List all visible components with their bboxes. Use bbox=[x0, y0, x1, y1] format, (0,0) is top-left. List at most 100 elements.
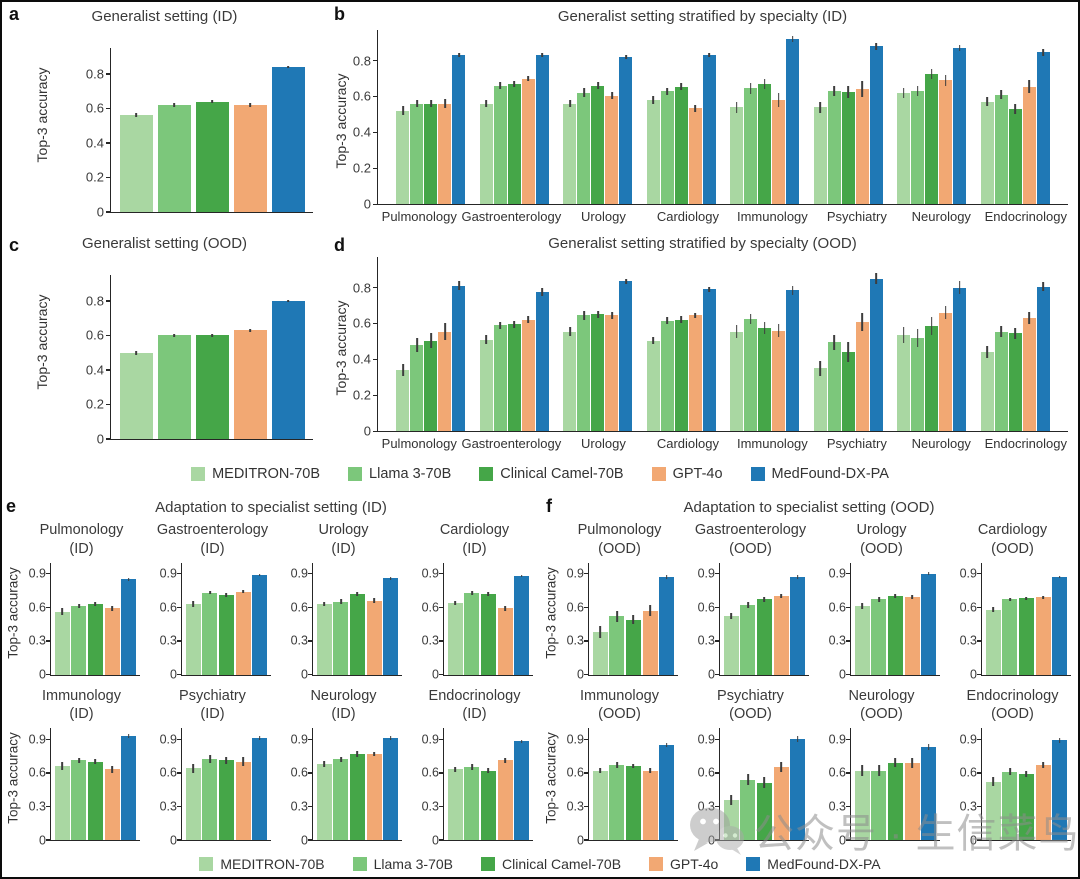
y-tick-label: 0.6 bbox=[566, 765, 584, 780]
error-bar bbox=[599, 767, 602, 774]
bar-slot bbox=[904, 728, 921, 840]
bar-medfound-dx-pa bbox=[452, 55, 466, 205]
bar-slot bbox=[911, 30, 925, 205]
x-tick-label-urology: Urology bbox=[581, 208, 626, 224]
y-tick-mark bbox=[177, 606, 182, 608]
error-bar bbox=[763, 777, 766, 789]
y-tick-label: 0.9 bbox=[697, 566, 715, 581]
y-tick-mark bbox=[584, 606, 589, 608]
y-tick-mark bbox=[584, 738, 589, 740]
error-bar bbox=[735, 325, 738, 338]
y-tick-label: 0.6 bbox=[290, 765, 308, 780]
bar-llama-3-70b bbox=[493, 85, 507, 205]
bar-llama-3-70b bbox=[202, 759, 218, 840]
bar-llama-3-70b bbox=[609, 616, 625, 675]
panel-e-title: Adaptation to specialist setting (ID) bbox=[155, 499, 387, 516]
y-tick-label: 0.8 bbox=[352, 280, 371, 296]
bar-slot bbox=[218, 728, 235, 840]
legend-swatch bbox=[348, 467, 363, 481]
bar-slot bbox=[827, 30, 841, 205]
bar-medfound-dx-pa bbox=[252, 738, 268, 840]
bar-slot bbox=[642, 563, 659, 675]
y-tick-label: 0.6 bbox=[421, 600, 439, 615]
mini-chart-name: Psychiatry bbox=[179, 687, 246, 704]
x-tick-label-neurology: Neurology bbox=[911, 435, 971, 451]
mini-chart-tag: (OOD) bbox=[729, 706, 772, 723]
bar-medfound-dx-pa bbox=[1052, 740, 1068, 840]
bar-slot bbox=[424, 257, 438, 432]
mini-chart-title: Gastroenterology (ID) bbox=[147, 520, 278, 561]
error-bar bbox=[249, 328, 251, 332]
error-bar bbox=[1009, 768, 1011, 776]
bar-clinical-camel-70b bbox=[674, 86, 688, 205]
bar-gpt-4o bbox=[605, 315, 619, 432]
y-tick-mark bbox=[439, 805, 444, 808]
y-tick-label: 0.8 bbox=[85, 293, 104, 309]
bar-slot bbox=[1036, 257, 1050, 432]
error-bar bbox=[875, 273, 877, 284]
plot-column: 0 0.3 0.6 0.9 bbox=[829, 727, 940, 852]
plot-area: 0 0.3 0.6 0.9 bbox=[698, 728, 809, 846]
plot-column: 0 0.3 0.6 0.9 bbox=[567, 727, 678, 852]
bar-slot bbox=[1051, 728, 1068, 840]
y-tick-label: 0 bbox=[363, 196, 371, 212]
y-tick-mark bbox=[846, 606, 851, 608]
bar-llama-3-70b bbox=[871, 599, 887, 675]
bar-medfound-dx-pa bbox=[702, 289, 716, 432]
bar-gpt-4o bbox=[235, 591, 251, 675]
y-tick-mark bbox=[373, 322, 378, 325]
bar-medfound-dx-pa bbox=[1052, 577, 1068, 675]
bar-meditron-70b bbox=[447, 602, 463, 675]
y-tick-label: 0.9 bbox=[697, 731, 715, 746]
error-bar bbox=[1000, 326, 1002, 337]
y-tick-label: 0.6 bbox=[28, 600, 46, 615]
y-tick-label: 0.6 bbox=[159, 765, 177, 780]
bar-slot bbox=[592, 563, 609, 675]
legend-swatch bbox=[750, 467, 765, 481]
error-bar bbox=[541, 288, 544, 296]
mini-chart-body: 0 0.3 0.6 0.9 bbox=[16, 727, 147, 852]
mini-chart-tag: (ID) bbox=[331, 540, 356, 557]
bar-meditron-70b bbox=[119, 352, 153, 439]
y-tick-mark bbox=[439, 573, 444, 575]
bar-slot bbox=[1002, 563, 1019, 675]
error-bar bbox=[652, 96, 655, 104]
panel-c: c Generalist setting (OOD) Top-3 accuracy… bbox=[2, 229, 327, 456]
bar-slot bbox=[658, 563, 675, 675]
bar-slot bbox=[1022, 257, 1036, 432]
error-bar bbox=[1042, 595, 1044, 599]
chart-title: Generalist setting stratified by special… bbox=[557, 8, 848, 25]
y-tick-mark bbox=[373, 131, 378, 134]
mini-chart-pulmonology-id: Pulmonology (ID) 0 0.3 0.6 0.9 bbox=[16, 520, 147, 686]
bar-clinical-camel-70b bbox=[887, 596, 903, 675]
error-bar bbox=[430, 333, 432, 348]
bar-slot bbox=[1008, 257, 1022, 432]
bar-slot bbox=[333, 728, 350, 840]
chart-generalist-id: Generalist setting (ID) Top-3 accuracy 0 0.… bbox=[2, 2, 327, 229]
bar-medfound-dx-pa bbox=[619, 56, 633, 205]
y-tick-label: 0.9 bbox=[159, 566, 177, 581]
plot-area: 0 0.3 0.6 0.9 bbox=[291, 562, 402, 680]
error-bar bbox=[527, 316, 530, 324]
legend-swatch bbox=[199, 857, 214, 871]
y-tick-mark bbox=[846, 839, 851, 841]
y-tick-label: 0.6 bbox=[697, 765, 715, 780]
error-bar bbox=[632, 763, 635, 769]
bar-gpt-4o bbox=[773, 767, 789, 840]
bar-slot bbox=[658, 728, 675, 840]
y-tick-mark bbox=[106, 403, 111, 406]
bar-gpt-4o bbox=[235, 761, 251, 840]
y-tick-label: 0 bbox=[577, 832, 584, 847]
bar-medfound-dx-pa bbox=[271, 67, 305, 212]
plot-area: 0 0.3 0.6 0.9 bbox=[567, 562, 678, 680]
y-axis-label-text: Top-3 accuracy bbox=[333, 73, 349, 169]
bar-medfound-dx-pa bbox=[702, 55, 716, 205]
bar-slot bbox=[646, 30, 660, 205]
plot-column: 0 0.3 0.6 0.9 bbox=[698, 727, 809, 852]
bar-clinical-camel-70b bbox=[591, 85, 605, 205]
bar-gpt-4o bbox=[642, 770, 658, 840]
bar-slot bbox=[193, 275, 231, 439]
error-bar bbox=[416, 337, 418, 353]
bar-slot bbox=[619, 257, 633, 432]
mini-chart-title: Cardiology (ID) bbox=[409, 520, 540, 561]
